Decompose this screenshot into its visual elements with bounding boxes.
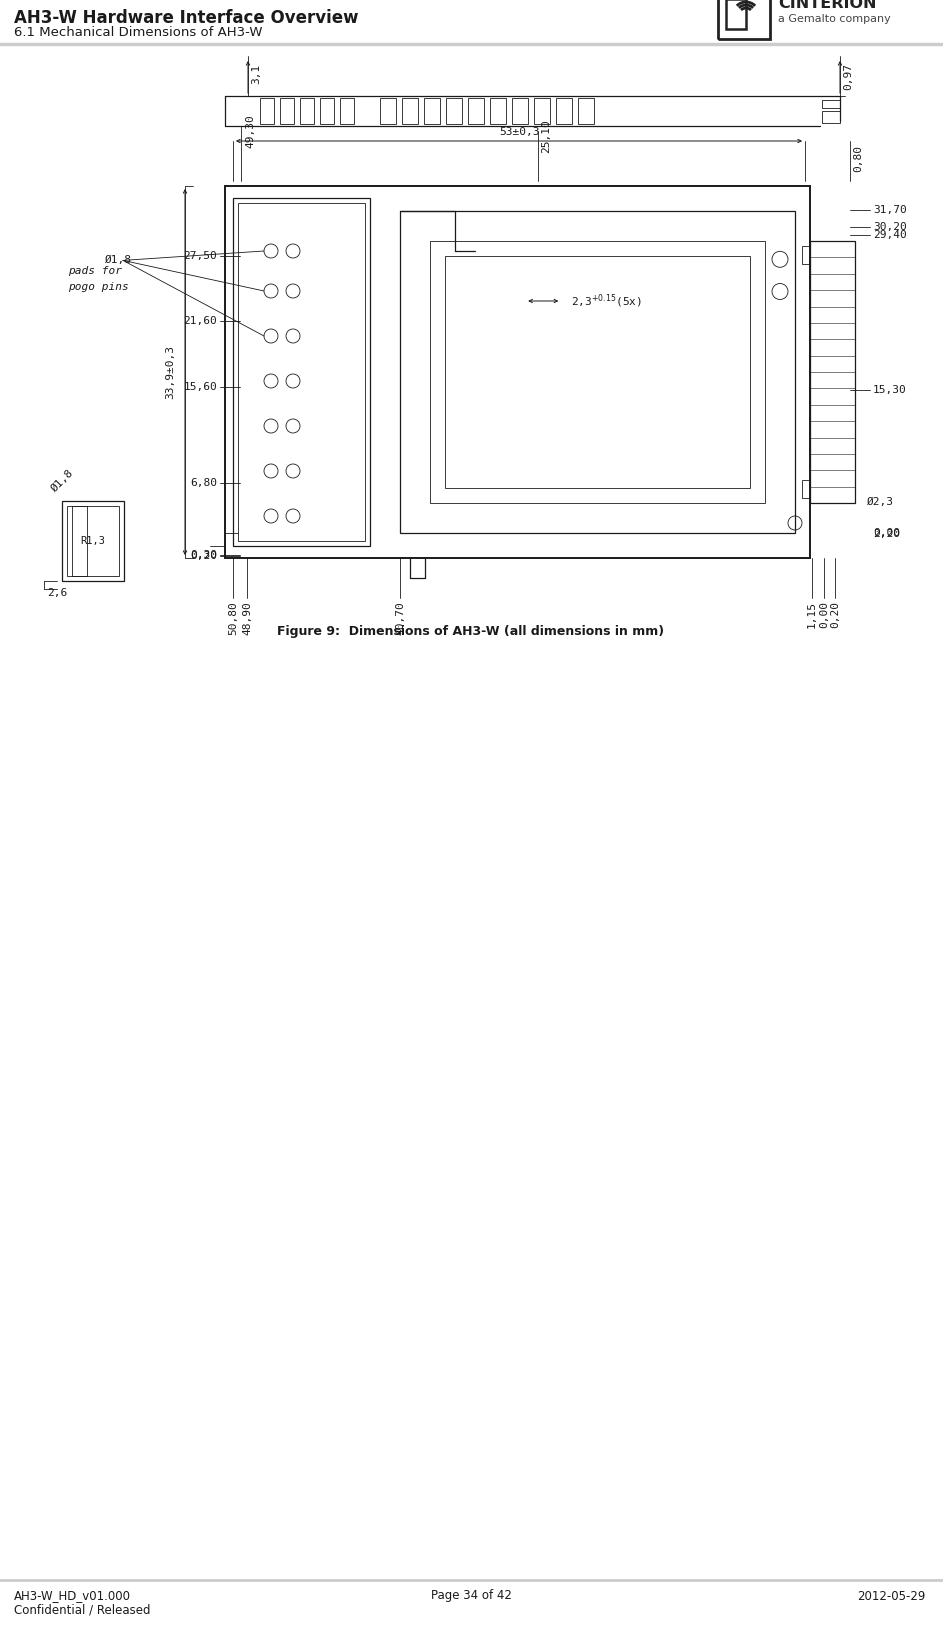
Text: 0,20: 0,20 [830,600,840,628]
Text: 1,15: 1,15 [807,600,817,628]
Text: 53±0,3: 53±0,3 [499,128,539,137]
Text: 33,9±0,3: 33,9±0,3 [165,345,175,399]
Bar [340,98,354,124]
Bar [556,98,572,124]
Text: 15,60: 15,60 [183,381,217,391]
Text: 27,50: 27,50 [183,252,217,262]
Bar [578,98,594,124]
Text: 2,20: 2,20 [873,528,900,538]
Text: 15,30: 15,30 [873,384,907,396]
Text: 6.1 Mechanical Dimensions of AH3-W: 6.1 Mechanical Dimensions of AH3-W [14,26,262,39]
Bar [233,198,370,546]
Bar [490,98,506,124]
Bar [67,506,119,576]
Bar [446,98,462,124]
Bar [822,111,840,123]
Text: 0,00: 0,00 [873,528,900,538]
Bar [424,98,440,124]
Text: Ø2,3: Ø2,3 [867,497,894,507]
Bar [280,98,294,124]
Text: a Gemalto company: a Gemalto company [778,15,891,25]
Text: 29,40: 29,40 [873,231,907,240]
Text: AH3-W Hardware Interface Overview: AH3-W Hardware Interface Overview [14,10,358,28]
Bar [512,98,528,124]
Text: Figure 9:  Dimensions of AH3-W (all dimensions in mm): Figure 9: Dimensions of AH3-W (all dimen… [277,625,665,638]
Bar [402,98,418,124]
Bar [822,100,840,108]
Text: 49,30: 49,30 [245,115,255,147]
Text: CINTERION: CINTERION [778,0,876,10]
Text: Confidential / Released: Confidential / Released [14,1603,151,1616]
Bar [468,98,484,124]
Text: 25,10: 25,10 [541,119,552,154]
Text: Ø1,8: Ø1,8 [105,255,132,265]
Text: 48,90: 48,90 [242,600,252,635]
Text: 2012-05-29: 2012-05-29 [857,1590,926,1603]
Text: 0,20: 0,20 [190,551,217,561]
Text: 6,80: 6,80 [190,478,217,489]
Text: Page 34 of 42: Page 34 of 42 [431,1590,511,1603]
Bar [238,203,365,542]
Text: 2,3$^{+0.15}$(5x): 2,3$^{+0.15}$(5x) [571,293,642,309]
Bar [72,506,87,576]
Text: pogo pins: pogo pins [68,281,129,291]
Text: 2,6: 2,6 [47,587,67,599]
Text: Ø1,8: Ø1,8 [50,468,76,494]
Bar [320,98,334,124]
Bar [810,240,855,502]
Text: 0,00: 0,00 [819,600,829,628]
Bar [802,479,810,497]
Text: 30,20: 30,20 [873,221,907,232]
Bar [225,187,810,558]
Bar [534,98,550,124]
Text: 31,70: 31,70 [873,204,907,216]
Bar [718,0,770,39]
Text: pads for: pads for [68,265,122,276]
Text: 40,70: 40,70 [395,600,405,635]
Bar [380,98,396,124]
Bar [300,98,314,124]
Text: AH3-W_HD_v01.000: AH3-W_HD_v01.000 [14,1590,131,1603]
Bar [726,0,746,29]
Bar [802,245,810,263]
Text: R1,3: R1,3 [80,537,105,546]
Bar [430,240,765,502]
Bar [260,98,274,124]
Bar [400,211,795,533]
Text: 50,80: 50,80 [228,600,238,635]
Text: 21,60: 21,60 [183,316,217,326]
Text: 3,1: 3,1 [251,64,261,83]
Text: 0,80: 0,80 [853,144,863,172]
Bar [62,501,124,581]
Text: 0,30: 0,30 [190,550,217,560]
Text: 0,97: 0,97 [843,62,853,90]
Bar [445,255,750,488]
